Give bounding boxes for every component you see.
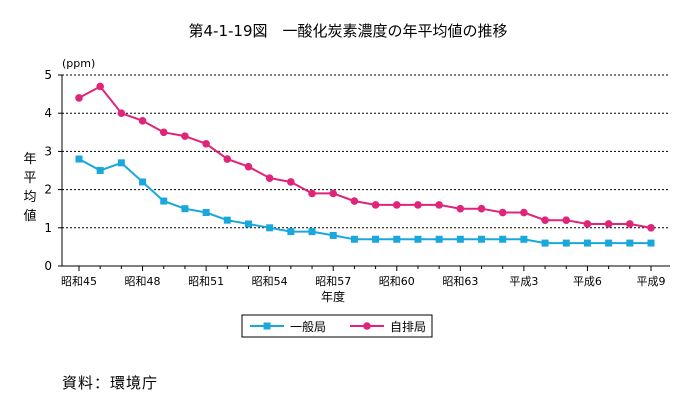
data-point (583, 220, 592, 228)
data-point (541, 239, 549, 247)
data-point (562, 239, 570, 247)
data-point (181, 205, 189, 213)
data-point (435, 235, 443, 243)
gridlines (62, 74, 670, 229)
data-point (117, 109, 126, 117)
y-tick-label: 5 (44, 68, 52, 82)
x-tick-label: 昭和51 (188, 275, 224, 288)
data-point (223, 155, 232, 163)
y-tick-label: 1 (44, 221, 52, 235)
x-tick-label: 平成6 (573, 275, 602, 288)
data-point (329, 189, 338, 198)
data-point (138, 117, 147, 125)
data-point (499, 235, 507, 243)
series-1 (75, 155, 655, 247)
data-point (647, 239, 655, 247)
legend: 一般局 自排局 (241, 314, 433, 338)
data-point (583, 239, 591, 247)
data-point (160, 197, 168, 205)
x-tick-label: 昭和45 (61, 275, 97, 288)
data-point (308, 189, 316, 198)
data-point (498, 208, 507, 217)
data-point (414, 201, 422, 209)
x-axis-label: 年度 (321, 289, 345, 304)
y-tick-labels: 0 1 2 3 4 5 (44, 68, 52, 273)
data-point (605, 239, 613, 247)
y-tick-label: 3 (44, 144, 52, 158)
x-tick-label: 平成9 (637, 275, 666, 288)
data-point (456, 204, 465, 213)
data-point (96, 167, 104, 174)
y-axis-label-char: 値 (23, 208, 36, 224)
axes (58, 74, 670, 271)
data-point (287, 178, 295, 186)
data-point (604, 220, 613, 228)
data-point (308, 228, 316, 236)
data-point (647, 224, 655, 232)
data-point (117, 159, 125, 167)
x-tick-labels: 昭和45 昭和48 昭和51 昭和54 昭和57 昭和60 昭和63 平成3 平成6 平成9 (61, 275, 666, 288)
y-tick-label: 4 (44, 106, 52, 120)
data-point (223, 216, 231, 224)
y-axis-label: 年平均値 (23, 152, 36, 224)
data-point (478, 235, 486, 243)
x-tick-label: 昭和54 (252, 275, 288, 288)
legend-label: 自排局 (390, 320, 426, 334)
data-point (392, 201, 401, 209)
chart-title: 第4-1-19図 一酸化炭素濃度の年平均値の推移 (188, 22, 507, 40)
data-point (287, 228, 295, 236)
x-tick-label: 平成3 (509, 275, 538, 288)
legend-label: 一般局 (290, 319, 326, 334)
data-point (393, 235, 401, 243)
legend-marker (263, 322, 271, 330)
x-tick-label: 昭和48 (125, 275, 161, 288)
data-point (477, 204, 486, 213)
data-point (350, 197, 359, 205)
y-tick-label: 0 (44, 259, 52, 273)
data-point (626, 220, 634, 228)
x-tick-label: 昭和57 (315, 275, 351, 288)
x-tick-label: 昭和60 (379, 275, 415, 288)
data-point (202, 209, 210, 217)
data-point (626, 239, 634, 247)
y-axis-label-char: 平 (23, 171, 36, 186)
y-axis-label-char: 年 (23, 152, 36, 167)
data-point (181, 132, 189, 140)
data-point (414, 235, 422, 243)
series-line (78, 158, 651, 245)
series-2 (75, 82, 655, 232)
data-point (520, 235, 528, 243)
data-point (244, 220, 252, 228)
data-point (329, 231, 337, 239)
data-point (265, 174, 274, 182)
data-point (520, 208, 528, 217)
data-point (75, 155, 83, 163)
data-point (202, 139, 210, 148)
source-note: 資料：環境庁 (62, 374, 159, 392)
data-point (350, 235, 358, 243)
legend-box (241, 314, 433, 338)
y-tick-label: 2 (44, 183, 52, 197)
data-point (562, 216, 571, 224)
legend-marker (363, 322, 371, 330)
data-point (96, 82, 104, 91)
data-point (372, 235, 380, 243)
data-point (139, 178, 147, 186)
y-axis-label-char: 均 (23, 190, 36, 205)
data-point (541, 216, 549, 224)
x-tick-label: 昭和63 (442, 275, 478, 288)
data-point (75, 94, 83, 102)
data-point (159, 128, 168, 137)
series-group (75, 82, 655, 247)
data-point (456, 235, 464, 243)
y-unit-label: (ppm) (62, 57, 95, 70)
data-point (371, 201, 380, 209)
data-point (435, 201, 443, 209)
data-point (244, 162, 253, 171)
data-point (266, 224, 274, 232)
series-line (78, 85, 652, 229)
